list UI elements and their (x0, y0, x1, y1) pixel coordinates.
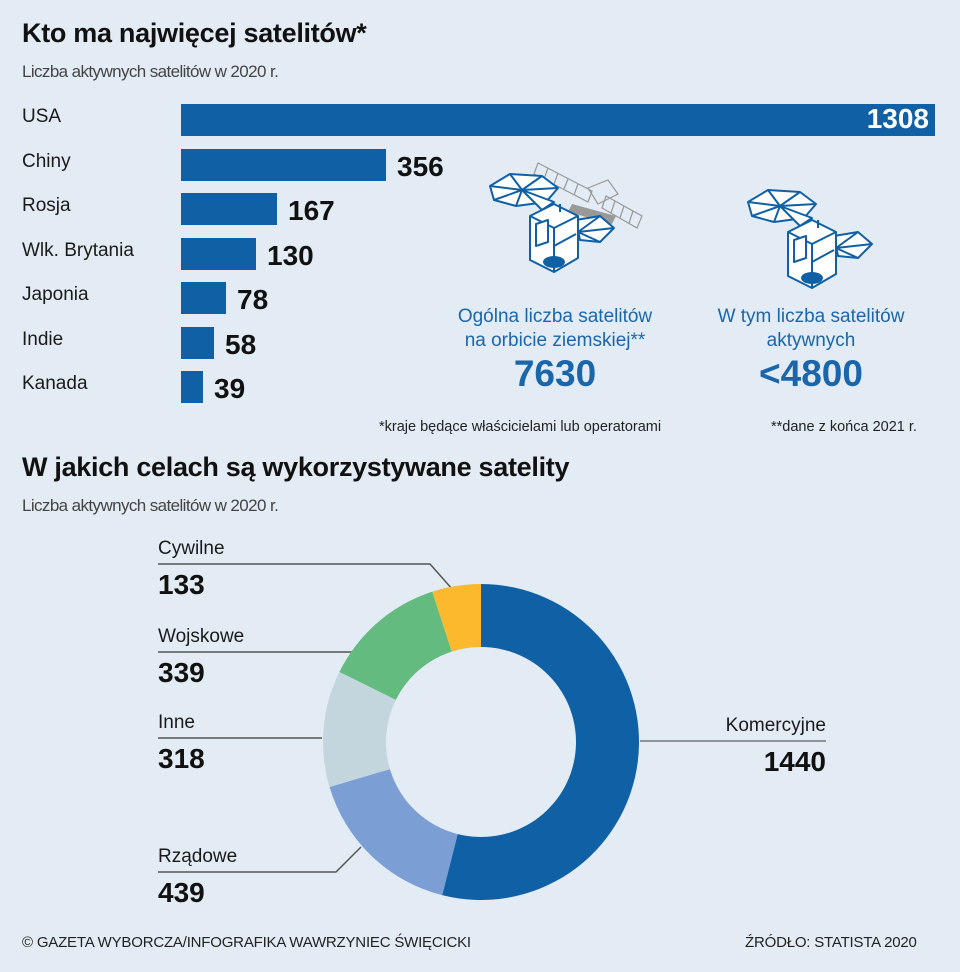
total-satellites-stat: Ogólna liczba satelitów na orbicie ziems… (440, 305, 670, 395)
bar-chart-subtitle: Liczba aktywnych satelitów w 2020 r. (22, 62, 279, 81)
donut-chart (158, 563, 826, 900)
footnote-date: **dane z końca 2021 r. (771, 419, 917, 435)
bar (181, 104, 935, 136)
satellite-pair-icon (482, 158, 652, 288)
credit-author: © GAZETA WYBORCZA/INFOGRAFIKA WAWRZYNIEC… (22, 934, 471, 951)
credit-source: ŹRÓDŁO: STATISTA 2020 (745, 934, 917, 951)
bar (181, 148, 386, 181)
footnote-owners: *kraje będące właścicielami lub operator… (379, 419, 662, 435)
total-caption-line1: Ogólna liczba satelitów (457, 306, 653, 327)
donut-segment-komercyjne (442, 584, 640, 900)
active-caption-line2: aktywnych (766, 330, 856, 351)
legend-value-komercyjne: 1440 (763, 746, 826, 777)
donut-chart-subtitle: Liczba aktywnych satelitów w 2020 r. (22, 496, 279, 515)
total-value: 7630 (513, 353, 597, 394)
legend-value-cywilne: 133 (158, 569, 205, 600)
legend-label-wojskowe: Wojskowe (158, 626, 245, 647)
bar (181, 193, 277, 225)
active-value: <4800 (759, 353, 863, 394)
legend-label-rzadowe: Rządowe (158, 846, 238, 867)
bar-chart-title: Kto ma najwięcej satelitów* (22, 18, 367, 48)
legend-value-rzadowe: 439 (158, 877, 205, 908)
legend-label-cywilne: Cywilne (158, 538, 225, 559)
bar-label: Japonia (22, 284, 89, 305)
legend-value-wojskowe: 339 (158, 657, 205, 688)
bar (181, 237, 256, 270)
leader-line-cywilne (158, 563, 454, 591)
bar-value: 39 (214, 373, 246, 404)
legend-label-komercyjne: Komercyjne (725, 715, 826, 736)
bar (181, 282, 226, 314)
bar-value: 1308 (866, 103, 929, 134)
bar-label: Wlk. Brytania (22, 239, 134, 261)
bar-value: 78 (237, 284, 269, 315)
total-caption-line2: na orbicie ziemskiej** (464, 330, 646, 351)
donut-segment-inne (323, 671, 396, 788)
donut-chart-title: W jakich celach są wykorzystywane sateli… (22, 452, 570, 482)
bar-value: 167 (288, 195, 335, 226)
leader-line-rzadowe (158, 846, 362, 873)
bar-label: Chiny (22, 150, 71, 172)
donut-segment-cywilne (432, 584, 481, 652)
donut-segment-wojskowe (339, 591, 452, 700)
active-satellites-stat: W tym liczba satelitów aktywnych <4800 (696, 305, 926, 395)
legend-value-inne: 318 (158, 743, 205, 774)
bar-label: Rosja (22, 195, 71, 216)
bar-value: 356 (397, 150, 444, 182)
satellite-icon (740, 182, 890, 292)
bar-label: Kanada (22, 373, 88, 394)
bar (181, 326, 214, 359)
bar-label: Indie (22, 328, 64, 350)
bar (181, 371, 203, 403)
bar-label: USA (22, 106, 62, 127)
bar-value: 130 (267, 239, 314, 271)
donut-segment-rzadowe (329, 769, 458, 896)
legend-label-inne: Inne (158, 712, 195, 733)
bar-value: 58 (225, 328, 257, 360)
active-caption-line1: W tym liczba satelitów (717, 306, 905, 327)
